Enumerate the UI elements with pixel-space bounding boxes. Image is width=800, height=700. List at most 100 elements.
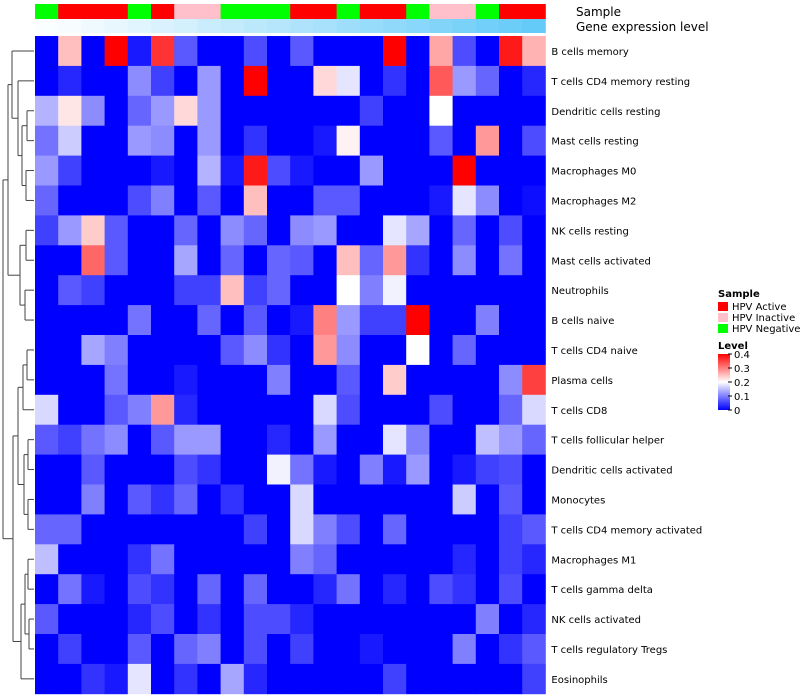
heatmap-cell	[522, 604, 546, 635]
heatmap-cell	[499, 544, 523, 575]
heatmap-cell	[452, 484, 477, 515]
heatmap-cell	[452, 36, 477, 67]
heatmap-cell	[104, 634, 129, 665]
heatmap-cell	[522, 335, 546, 366]
heatmap-cell	[336, 305, 361, 336]
heatmap-cell	[104, 544, 129, 575]
heatmap-cell	[290, 36, 314, 67]
heatmap-cell	[359, 484, 384, 515]
expression-track-label: Gene expression level	[576, 20, 709, 34]
heatmap-cell	[104, 65, 129, 97]
row-label: T cells CD4 memory activated	[550, 525, 702, 536]
heatmap-cell	[35, 454, 59, 485]
heatmap-cell	[243, 394, 268, 426]
heatmap-cell	[243, 364, 268, 396]
heatmap-cell	[197, 634, 221, 665]
heatmap-cell	[220, 454, 245, 485]
heatmap-cell	[313, 335, 337, 366]
heatmap-cell	[336, 424, 361, 455]
heatmap-cell	[383, 544, 407, 575]
heatmap-cell	[243, 424, 268, 455]
heatmap-cell	[174, 604, 198, 635]
heatmap-cell	[174, 514, 198, 545]
heatmap-cell	[197, 95, 221, 127]
heatmap-cell	[58, 394, 82, 426]
heatmap-cell	[475, 36, 500, 67]
heatmap-cell	[452, 364, 477, 396]
heatmap-cell	[58, 95, 82, 127]
heatmap-cell	[452, 544, 477, 575]
heatmap-cell	[35, 275, 59, 306]
heatmap-cell	[359, 574, 384, 605]
row-label: Dendritic cells activated	[551, 466, 672, 477]
heatmap-cell	[522, 424, 546, 455]
heatmap-cell	[104, 275, 129, 306]
heatmap-cell	[475, 544, 500, 575]
heatmap-cell	[406, 634, 430, 665]
sample-annotation-cell	[406, 4, 430, 19]
heatmap-cell	[58, 275, 82, 306]
expression-annotation-cell	[522, 19, 546, 33]
heatmap-cell	[383, 454, 407, 485]
heatmap-cell	[174, 125, 198, 156]
heatmap-cell	[383, 335, 407, 366]
heatmap-cell	[406, 514, 430, 545]
heatmap-cell	[313, 215, 337, 246]
heatmap-cell	[475, 663, 500, 695]
heatmap-cell	[313, 275, 337, 306]
row-label: NK cells activated	[551, 615, 641, 626]
heatmap-cell	[58, 65, 82, 97]
heatmap-cell	[522, 95, 546, 127]
heatmap-cell	[58, 454, 82, 485]
heatmap-cell	[35, 364, 59, 396]
heatmap-cell	[359, 36, 384, 67]
expression-annotation-cell	[383, 19, 407, 33]
heatmap-cell	[267, 364, 291, 396]
heatmap-cell	[475, 454, 500, 485]
heatmap-cell	[452, 424, 477, 455]
heatmap-cell	[220, 604, 245, 635]
heatmap-cell	[290, 305, 314, 336]
heatmap-cell	[359, 335, 384, 366]
heatmap-cell	[429, 484, 453, 515]
heatmap-cell	[290, 394, 314, 426]
heatmap-cell	[104, 245, 129, 276]
heatmap-cell	[359, 215, 384, 246]
heatmap-cell	[58, 155, 82, 186]
heatmap-cell	[267, 65, 291, 97]
heatmap-cell	[290, 484, 314, 515]
heatmap-cell	[522, 514, 546, 545]
heatmap-cell	[197, 544, 221, 575]
heatmap-cell	[429, 544, 453, 575]
heatmap-cell	[197, 574, 221, 605]
heatmap-cell	[151, 514, 175, 545]
heatmap-cell	[35, 125, 59, 156]
heatmap-cell	[35, 215, 59, 246]
heatmap-cell	[58, 484, 82, 515]
heatmap-cell	[220, 155, 245, 186]
heatmap-cell	[81, 95, 105, 127]
heatmap-cell	[81, 424, 105, 455]
heatmap-cell	[58, 663, 82, 695]
sample-annotation-cell	[359, 4, 384, 19]
heatmap-cell	[35, 185, 59, 216]
heatmap-cell	[197, 305, 221, 336]
heatmap-cell	[499, 634, 523, 665]
heatmap-cell	[429, 335, 453, 366]
heatmap-cell	[81, 574, 105, 605]
heatmap-cell	[359, 424, 384, 455]
heatmap-cell	[267, 394, 291, 426]
heatmap-cell	[35, 484, 59, 515]
heatmap-cell	[522, 544, 546, 575]
heatmap-cell	[429, 364, 453, 396]
heatmap-cell	[197, 65, 221, 97]
heatmap-cell	[81, 215, 105, 246]
heatmap-cell	[522, 305, 546, 336]
heatmap-cell	[104, 36, 129, 67]
heatmap-cell	[267, 663, 291, 695]
heatmap-cell	[197, 364, 221, 396]
heatmap-cell	[475, 514, 500, 545]
heatmap-cell	[267, 215, 291, 246]
heatmap-cell	[58, 514, 82, 545]
heatmap-cell	[220, 245, 245, 276]
